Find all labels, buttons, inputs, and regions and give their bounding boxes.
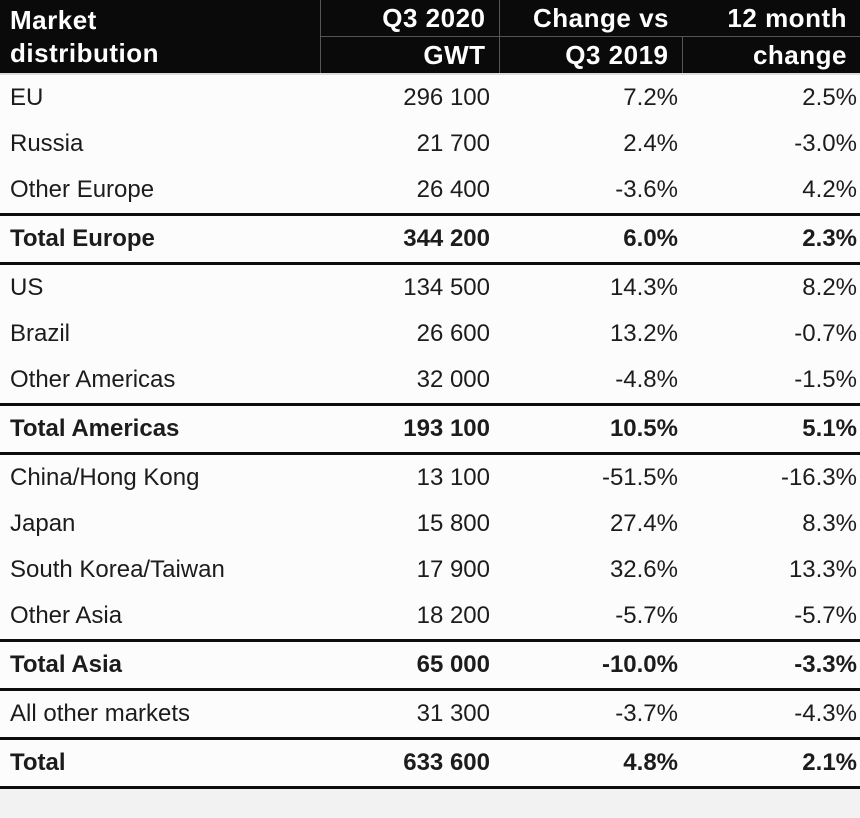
gwt-cell: 31 300: [416, 700, 490, 727]
header-row-1: Market distribution Q3 2020 Change vs 12…: [0, 0, 860, 74]
gwt-cell: 134 500: [403, 274, 490, 301]
gwt-cell: 296 100: [403, 84, 490, 111]
market-cell: South Korea/Taiwan: [10, 556, 225, 583]
twelve-month-cell: -16.3%: [780, 464, 857, 491]
change-vs-cell: 4.8%: [499, 737, 682, 789]
change-vs-cell: -4.8%: [615, 366, 678, 393]
market-cell: Japan: [10, 510, 76, 537]
market-cell: Brazil: [10, 320, 71, 347]
header-12-month: 12 month: [682, 0, 860, 37]
twelve-month-cell: 2.5%: [802, 84, 857, 111]
change-vs-cell: -10.0%: [499, 639, 682, 691]
change-vs-cell: 32.6%: [609, 556, 678, 583]
table-row-total-asia: Total Asia 65 000 -10.0% -3.3%: [0, 639, 860, 691]
market-cell: EU: [10, 84, 44, 111]
twelve-month-cell: 4.2%: [802, 176, 857, 203]
twelve-month-cell: 5.1%: [682, 403, 860, 455]
gwt-cell: 21 700: [416, 130, 490, 157]
table-row-total-americas: Total Americas 193 100 10.5% 5.1%: [0, 403, 860, 455]
table-row-other-asia: Other Asia 18 200 -5.7% -5.7%: [0, 593, 860, 641]
market-cell: Total Asia: [0, 639, 320, 691]
market-cell: US: [10, 274, 44, 301]
twelve-month-cell: -3.3%: [682, 639, 860, 691]
change-vs-cell: -3.7%: [615, 700, 678, 727]
table-row-all-other-markets: All other markets 31 300 -3.7% -4.3%: [0, 690, 860, 739]
change-vs-cell: -51.5%: [601, 464, 678, 491]
twelve-month-cell: -0.7%: [794, 320, 857, 347]
header-change: change: [681, 36, 860, 74]
table-row-other-europe: Other Europe 26 400 -3.6% 4.2%: [0, 167, 860, 215]
header-market-line1: Market: [10, 4, 97, 35]
change-vs-cell: 10.5%: [499, 403, 682, 455]
table-row-china-hong-kong: China/Hong Kong 13 100 -51.5% -16.3%: [0, 454, 860, 502]
change-vs-cell: 6.0%: [499, 213, 682, 265]
market-cell: Total: [0, 737, 320, 789]
twelve-month-cell: 8.3%: [802, 510, 857, 537]
header-q3-2019: Q3 2019: [498, 36, 682, 74]
twelve-month-cell: 13.3%: [788, 556, 857, 583]
table-row-total: Total 633 600 4.8% 2.1%: [0, 737, 860, 789]
header-change-vs: Change vs: [498, 0, 682, 37]
market-cell: Other Europe: [10, 176, 155, 203]
gwt-cell: 344 200: [320, 213, 499, 265]
gwt-cell: 18 200: [416, 602, 490, 629]
gwt-cell: 15 800: [416, 510, 490, 537]
twelve-month-cell: 8.2%: [802, 274, 857, 301]
header-gwt: GWT: [319, 36, 499, 74]
change-vs-cell: 2.4%: [623, 130, 678, 157]
table-row-us: US 134 500 14.3% 8.2%: [0, 264, 860, 312]
table-row-other-americas: Other Americas 32 000 -4.8% -1.5%: [0, 357, 860, 405]
market-cell: Total Europe: [0, 213, 320, 265]
change-vs-cell: 13.2%: [609, 320, 678, 347]
gwt-cell: 26 400: [416, 176, 490, 203]
gwt-cell: 32 000: [416, 366, 490, 393]
market-cell: China/Hong Kong: [10, 464, 200, 491]
header-market-distribution: Market distribution: [0, 0, 320, 74]
header-market-line2: distribution: [10, 37, 159, 68]
table-header: Market distribution Q3 2020 Change vs 12…: [0, 0, 860, 74]
twelve-month-cell: 2.1%: [682, 737, 860, 789]
table-row-brazil: Brazil 26 600 13.2% -0.7%: [0, 311, 860, 357]
change-vs-cell: 14.3%: [609, 274, 678, 301]
market-distribution-table: Market distribution Q3 2020 Change vs 12…: [0, 0, 860, 789]
market-cell: Other Americas: [10, 366, 176, 393]
twelve-month-cell: 2.3%: [682, 213, 860, 265]
header-q3-2020: Q3 2020: [319, 0, 499, 37]
twelve-month-cell: -5.7%: [794, 602, 857, 629]
gwt-cell: 65 000: [320, 639, 499, 691]
market-cell: Russia: [10, 130, 84, 157]
twelve-month-cell: -3.0%: [794, 130, 857, 157]
table-row-south-korea-taiwan: South Korea/Taiwan 17 900 32.6% 13.3%: [0, 547, 860, 593]
gwt-cell: 26 600: [416, 320, 490, 347]
change-vs-cell: -5.7%: [615, 602, 678, 629]
twelve-month-cell: -4.3%: [794, 700, 857, 727]
gwt-cell: 633 600: [320, 737, 499, 789]
table-row-russia: Russia 21 700 2.4% -3.0%: [0, 121, 860, 167]
change-vs-cell: 27.4%: [609, 510, 678, 537]
gwt-cell: 13 100: [416, 464, 490, 491]
table-row-eu: EU 296 100 7.2% 2.5%: [0, 74, 860, 121]
market-cell: Other Asia: [10, 602, 123, 629]
twelve-month-cell: -1.5%: [794, 366, 857, 393]
table-row-total-europe: Total Europe 344 200 6.0% 2.3%: [0, 213, 860, 265]
header-row-2: GWT Q3 2019 change: [0, 36, 860, 74]
market-cell: Total Americas: [0, 403, 320, 455]
market-cell: All other markets: [10, 700, 191, 727]
change-vs-cell: -3.6%: [615, 176, 678, 203]
table-body: EU 296 100 7.2% 2.5% Russia 21 700 2.4% …: [0, 74, 860, 789]
change-vs-cell: 7.2%: [623, 84, 678, 111]
gwt-cell: 193 100: [320, 403, 499, 455]
gwt-cell: 17 900: [416, 556, 490, 583]
table-row-japan: Japan 15 800 27.4% 8.3%: [0, 501, 860, 547]
